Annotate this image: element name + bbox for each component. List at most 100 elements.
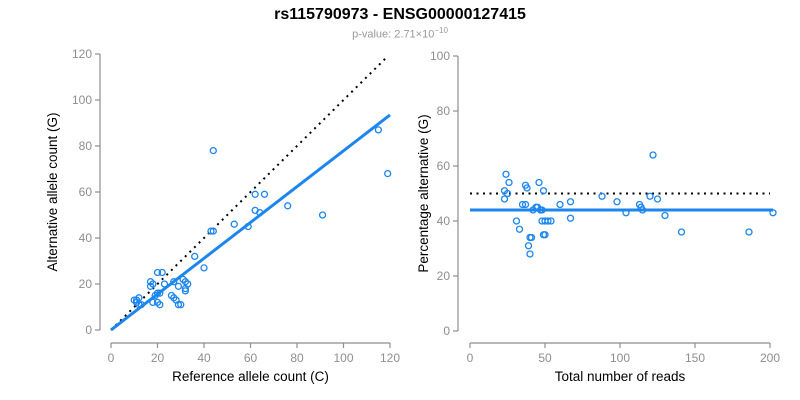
pvalue-text: p-value: 2.71×10 [352,28,435,41]
x-tick-label: 150 [685,351,705,365]
x-axis-title: Reference allele count (C) [172,369,329,384]
y-axis-title: Alternative allele count (G) [45,112,60,271]
data-point [500,195,509,203]
data-point [512,217,521,225]
data-point [649,151,657,159]
x-tick-label: 120 [380,351,400,365]
pvalue-exponent: −10 [434,26,448,35]
data-point [260,190,269,198]
y-tick-label: 100 [72,93,92,107]
data-point [170,278,178,286]
data-point [527,233,536,242]
data-point [646,192,654,200]
data-point [135,294,143,302]
data-point [209,227,217,235]
data-point [677,228,686,236]
data-point [153,289,162,297]
y-tick-label: 20 [437,269,451,283]
data-point [156,301,164,309]
data-point [524,242,533,250]
y-tick-label: 60 [79,185,93,199]
data-point [191,252,199,261]
data-point [200,264,208,272]
data-point [613,198,621,206]
data-point [769,209,777,217]
data-point [518,200,527,209]
x-tick-label: 200 [760,351,780,365]
y-tick-label: 120 [72,47,92,61]
data-point [523,184,531,192]
data-point [244,222,252,231]
right-panel: 0 20 40 60 80 100 0 50 100 150 200 Total number of … [416,49,780,384]
data-point [598,192,606,200]
data-point [547,217,555,225]
data-point [539,187,548,195]
y-tick-label: 60 [437,159,451,173]
left-panel: 0 20 40 60 80 100 120 0 20 40 60 80 100 120 Reference … [45,47,400,384]
y-tick-label: 100 [430,49,450,63]
data-point [384,169,392,178]
data-point [566,198,575,206]
data-point [505,178,513,187]
x-tick-label: 40 [197,351,211,365]
data-point [556,200,564,209]
x-tick-label: 60 [244,351,258,365]
data-point [256,209,264,217]
x-tick-label: 20 [151,351,165,365]
data-point [538,206,546,214]
data-point [566,214,575,222]
data-point [137,301,145,309]
x-axis-title: Total number of reads [555,369,686,384]
y-tick-label: 40 [79,231,93,245]
data-point [153,268,162,277]
x-tick-label: 0 [467,351,474,365]
data-point [622,209,630,217]
y-axis-title: Percentage alternative (G) [416,114,431,272]
y-tick-label: 0 [85,323,92,337]
y-tick-label: 80 [79,139,93,153]
y-tick-label: 40 [437,214,451,228]
data-point [535,178,543,187]
data-point [541,231,549,239]
data-point [156,289,164,297]
data-point [544,217,552,225]
data-point [521,200,530,209]
data-point [745,228,753,236]
figure-subtitle: p-value: 2.71×10−10 [0,26,800,41]
data-point [284,202,292,210]
data-point [158,268,166,277]
data-point [149,298,157,307]
figure-title: rs115790973 - ENSG00000127415 [274,6,526,23]
y-tick-label: 80 [437,104,451,118]
x-tick-label: 0 [108,351,115,365]
data-point [502,170,510,178]
x-tick-label: 50 [538,351,552,365]
y-tick-label: 0 [443,324,450,338]
data-point [181,284,190,293]
data-point [638,206,647,214]
data-point [230,220,238,228]
data-point [251,190,259,198]
x-tick-label: 80 [290,351,304,365]
data-point [174,301,183,309]
data-point [653,195,662,203]
data-point [209,146,217,155]
data-point [503,189,512,198]
x-tick-label: 100 [610,351,630,365]
data-point [177,301,185,309]
data-point [207,227,215,235]
data-point [181,287,190,295]
data-point [374,126,383,134]
x-tick-label: 100 [333,351,353,365]
data-point [135,301,143,309]
data-point [174,282,183,290]
data-point [515,225,524,233]
data-point [661,211,669,220]
data-point [318,211,327,219]
data-point [526,250,534,258]
data-point [160,280,169,288]
data-point [146,282,155,290]
y-tick-label: 20 [79,277,93,291]
